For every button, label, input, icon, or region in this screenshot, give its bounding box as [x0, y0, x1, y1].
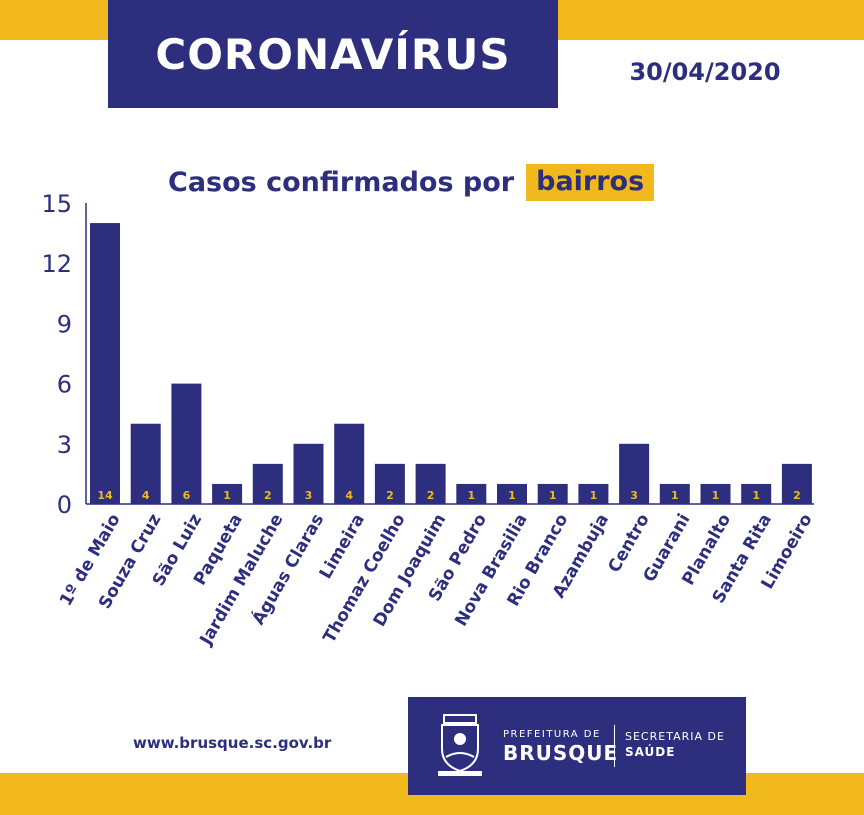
bar-value-label: 1 — [712, 489, 720, 502]
bar — [578, 483, 609, 504]
bar-value-label: 2 — [793, 489, 801, 502]
bar — [252, 463, 283, 504]
bar — [619, 443, 650, 504]
bar-value-label: 4 — [345, 489, 353, 502]
logo-prefeitura-label: PREFEITURA DE — [503, 729, 601, 740]
chart-title-prefix: Casos confirmados por — [168, 166, 515, 198]
y-tick-label: 12 — [41, 250, 72, 278]
bar — [700, 483, 731, 504]
bar — [456, 483, 487, 504]
saude-label: SAÚDE — [625, 745, 676, 759]
bar-value-label: 1 — [223, 489, 231, 502]
bar — [171, 383, 202, 504]
bar — [90, 223, 120, 505]
bar-value-label: 4 — [142, 489, 150, 502]
bar-value-label: 1 — [752, 489, 760, 502]
bar — [415, 463, 446, 504]
website-link[interactable]: www.brusque.sc.gov.br — [133, 734, 332, 752]
bar-value-label: 1 — [549, 489, 557, 502]
y-tick-label: 6 — [57, 371, 72, 399]
secretaria-label: SECRETARIA DE — [625, 730, 725, 743]
bar — [334, 423, 365, 504]
bar-value-label: 3 — [305, 489, 313, 502]
bar — [537, 483, 568, 504]
logo-divider — [614, 725, 615, 767]
chart-title-highlight: bairros — [526, 163, 655, 201]
bar-value-label: 14 — [97, 489, 113, 502]
bar — [374, 463, 405, 504]
chart-title: Casos confirmados por bairros — [168, 160, 655, 204]
bar-value-label: 2 — [427, 489, 435, 502]
bar-value-label: 2 — [386, 489, 394, 502]
logo-brusque-label: BRUSQUE — [503, 741, 619, 765]
bar — [497, 483, 527, 504]
bar-value-label: 1 — [467, 489, 475, 502]
bar — [781, 463, 812, 504]
y-tick-label: 15 — [41, 190, 72, 218]
prefeitura-logo: PREFEITURA DE BRUSQUE SECRETARIA DE SAÚD… — [408, 697, 746, 795]
bar-value-label: 1 — [590, 489, 598, 502]
bar-value-label: 1 — [671, 489, 679, 502]
bar-value-label: 1 — [508, 489, 516, 502]
bar — [212, 483, 243, 504]
city-crest-icon — [438, 714, 482, 776]
bar-value-label: 2 — [264, 489, 272, 502]
y-tick-label: 9 — [57, 310, 72, 338]
bar — [293, 443, 324, 504]
bar-value-label: 3 — [630, 489, 638, 502]
header-title: CORONAVÍRUS — [108, 0, 558, 108]
bar — [659, 483, 690, 504]
header-date: 30/04/2020 — [629, 58, 781, 86]
y-tick-label: 3 — [57, 431, 72, 459]
y-tick-label: 0 — [57, 491, 72, 519]
bar-value-label: 6 — [183, 489, 191, 502]
bar — [130, 423, 161, 504]
bar — [741, 483, 772, 504]
